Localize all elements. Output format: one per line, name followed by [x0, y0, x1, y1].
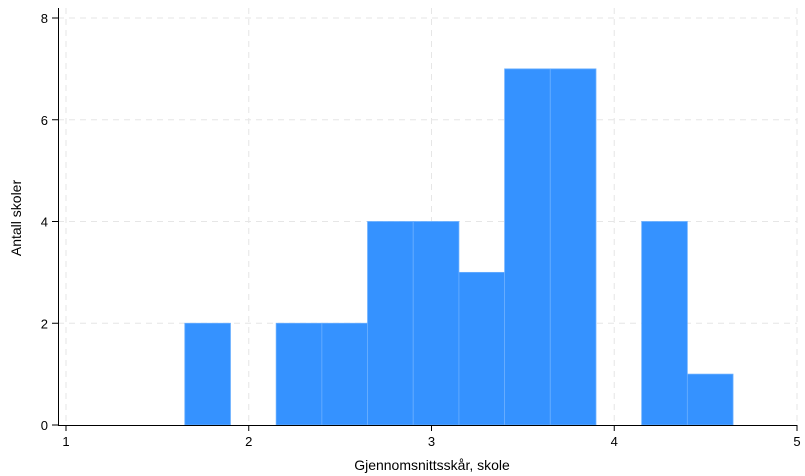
histogram-bar — [367, 221, 414, 426]
axes — [58, 8, 797, 426]
histogram-bar — [549, 68, 597, 426]
x-tick-label: 4 — [611, 434, 618, 449]
x-tick-label: 1 — [62, 434, 69, 449]
y-tick-label: 8 — [41, 11, 48, 26]
histogram-bar — [641, 221, 688, 426]
y-tick-label: 6 — [41, 113, 48, 128]
x-axis-ticks: 1 2 3 4 5 — [62, 425, 801, 449]
histogram-bar — [321, 322, 368, 426]
histogram-bar — [458, 271, 506, 426]
x-tick-label: 3 — [428, 434, 435, 449]
y-axis-label: Antall skoler — [8, 180, 24, 257]
y-tick-label: 0 — [41, 418, 48, 433]
y-tick-label: 2 — [41, 316, 48, 331]
grid-lines — [58, 8, 798, 425]
histogram-bar — [275, 322, 323, 426]
x-tick-label: 5 — [793, 434, 800, 449]
histogram-bar — [184, 322, 231, 426]
y-tick-label: 4 — [41, 215, 48, 230]
x-axis-label: Gjennomsnittsskår, skole — [354, 457, 510, 473]
histogram-bars — [184, 68, 734, 426]
y-axis-ticks: 0 2 4 6 8 — [41, 11, 58, 433]
x-tick-label: 2 — [245, 434, 252, 449]
histogram-bar — [686, 373, 734, 426]
histogram-bar — [412, 221, 460, 426]
histogram-bar — [504, 68, 551, 426]
